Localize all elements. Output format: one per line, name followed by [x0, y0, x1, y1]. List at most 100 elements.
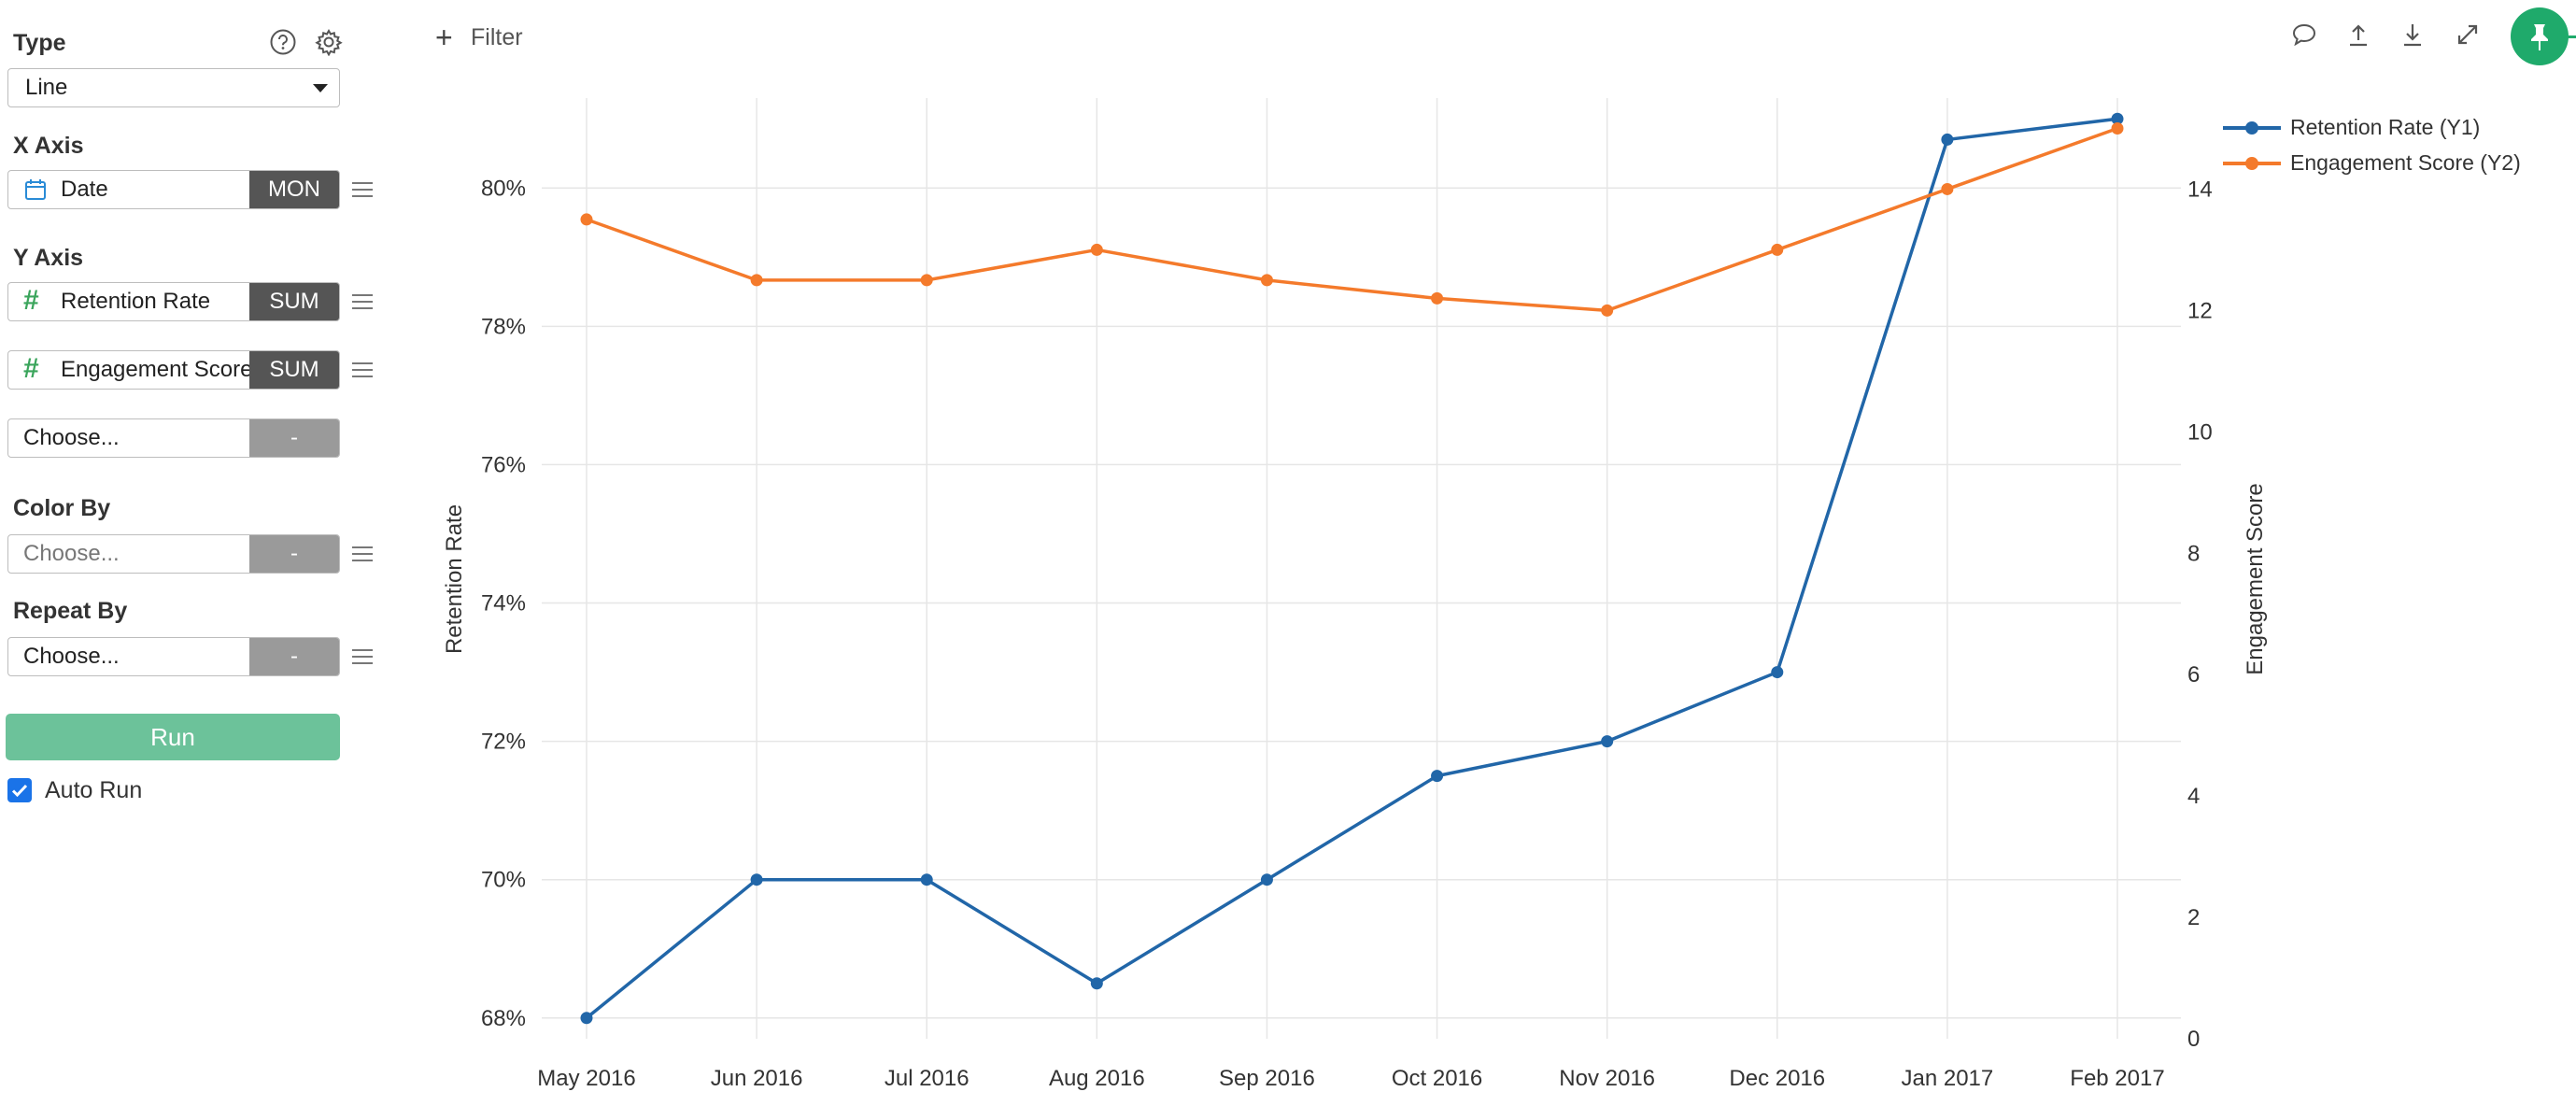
calendar-icon	[23, 177, 48, 202]
plus-icon: +	[435, 21, 453, 54]
auto-run-checkbox[interactable]	[7, 778, 32, 802]
chevron-down-icon	[313, 84, 328, 92]
color-by-agg[interactable]: -	[249, 535, 339, 573]
chart-series	[580, 112, 2124, 1025]
series-line	[586, 126, 2118, 313]
y2-tick-label: 0	[2187, 1027, 2200, 1052]
y-tick-label: 70%	[481, 868, 526, 893]
type-label: Type	[13, 30, 66, 56]
y-axis-choose-placeholder: Choose...	[23, 425, 120, 450]
y2-tick-label: 14	[2187, 177, 2213, 202]
auto-run-label: Auto Run	[45, 777, 143, 803]
y-axis-choose-agg[interactable]: -	[249, 419, 339, 457]
run-button[interactable]: Run	[6, 714, 340, 760]
data-point[interactable]	[1601, 735, 1614, 748]
data-point[interactable]	[580, 1012, 593, 1025]
data-point[interactable]	[2111, 112, 2124, 125]
legend-marker	[2245, 157, 2258, 170]
gear-icon[interactable]	[315, 28, 343, 57]
help-icon[interactable]	[269, 28, 297, 56]
color-by-field[interactable]: Choose... -	[7, 534, 340, 574]
y-tick-label: 78%	[481, 314, 526, 339]
color-by-menu-icon[interactable]	[352, 546, 373, 563]
checkmark-icon	[11, 784, 28, 798]
chart-config-panel: Type Line X Axis Date MON Y Axis # Reten…	[0, 0, 392, 1106]
number-type-icon: #	[23, 285, 39, 316]
repeat-by-field[interactable]: Choose... -	[7, 637, 340, 676]
data-point[interactable]	[1260, 274, 1273, 287]
chart-type-select[interactable]: Line	[7, 68, 340, 107]
data-point[interactable]	[1431, 291, 1444, 305]
x-axis-label: X Axis	[13, 133, 84, 159]
repeat-by-agg[interactable]: -	[249, 638, 339, 675]
y-axis-label: Y Axis	[13, 245, 84, 271]
y2-tick-label: 6	[2187, 662, 2200, 688]
repeat-by-menu-icon[interactable]	[352, 649, 373, 666]
number-type-icon: #	[23, 353, 39, 384]
pin-icon	[2531, 24, 2548, 50]
x-tick-label: Jul 2016	[885, 1066, 970, 1091]
color-by-label: Color By	[13, 495, 111, 521]
y-tick-label: 68%	[481, 1006, 526, 1031]
x-tick-label: Oct 2016	[1392, 1066, 1482, 1091]
y-axis-title: Retention Rate	[442, 504, 467, 654]
data-point[interactable]	[1941, 133, 1954, 146]
y-axis-field-name: Engagement Score	[61, 357, 253, 382]
y-tick-label: 80%	[481, 176, 526, 201]
upload-icon[interactable]	[2344, 21, 2372, 49]
x-tick-label: Aug 2016	[1049, 1066, 1145, 1091]
data-point[interactable]	[1090, 977, 1103, 990]
legend-label: Retention Rate (Y1)	[2290, 115, 2481, 139]
data-point[interactable]	[1941, 182, 1954, 195]
y-axis-agg-button[interactable]: SUM	[249, 351, 339, 389]
data-point[interactable]	[1601, 304, 1614, 317]
comment-icon[interactable]	[2290, 21, 2318, 49]
x-tick-label: Nov 2016	[1559, 1066, 1655, 1091]
x-tick-label: Feb 2017	[2070, 1066, 2164, 1091]
data-point[interactable]	[580, 213, 593, 226]
y-axis-field-retention[interactable]: # Retention Rate SUM	[7, 282, 340, 321]
y-axis-menu-icon[interactable]	[352, 294, 373, 311]
x-axis-field[interactable]: Date MON	[7, 170, 340, 209]
y-axis-agg-button[interactable]: SUM	[249, 283, 339, 320]
y2-tick-label: 8	[2187, 541, 2200, 566]
x-tick-label: Jan 2017	[1902, 1066, 1994, 1091]
repeat-by-placeholder: Choose...	[23, 644, 120, 669]
chart-grid	[542, 98, 2181, 1039]
y-tick-label: 74%	[481, 591, 526, 617]
data-point[interactable]	[2111, 121, 2124, 135]
y2-tick-label: 4	[2187, 784, 2200, 809]
x-axis-menu-icon[interactable]	[352, 182, 373, 199]
y-tick-label: 76%	[481, 452, 526, 477]
pin-button[interactable]	[2511, 7, 2569, 65]
chart-axes: 68% 70% 72% 74% 76% 78% 80% 0 2 4 6 8 10 12 14 May 2016…	[481, 176, 2213, 1091]
filter-label: Filter	[471, 24, 523, 50]
data-point[interactable]	[1260, 873, 1273, 886]
x-axis-agg-button[interactable]: MON	[249, 171, 339, 208]
y2-tick-label: 12	[2187, 298, 2213, 323]
data-point[interactable]	[1090, 243, 1103, 256]
data-point[interactable]	[750, 873, 763, 886]
series-line	[585, 117, 2118, 1020]
y2-tick-label: 10	[2187, 419, 2213, 445]
data-point[interactable]	[920, 873, 933, 886]
legend-marker	[2245, 121, 2258, 135]
download-icon[interactable]	[2399, 21, 2427, 49]
data-point[interactable]	[1431, 770, 1444, 783]
color-by-placeholder: Choose...	[23, 541, 120, 566]
data-point[interactable]	[1771, 243, 1784, 256]
y-axis-menu-icon[interactable]	[352, 362, 373, 379]
expand-icon[interactable]	[2454, 21, 2482, 49]
data-point[interactable]	[750, 274, 763, 287]
y-axis-choose-field[interactable]: Choose... -	[7, 418, 340, 458]
repeat-by-label: Repeat By	[13, 598, 128, 624]
x-tick-label: Sep 2016	[1219, 1066, 1315, 1091]
chart-type-value: Line	[25, 75, 68, 100]
data-point[interactable]	[920, 274, 933, 287]
y-axis-field-engagement[interactable]: # Engagement Score SUM	[7, 350, 340, 390]
data-point[interactable]	[1771, 666, 1784, 679]
y2-axis-title: Engagement Score	[2243, 483, 2268, 674]
y-tick-label: 72%	[481, 730, 526, 755]
y-axis-field-name: Retention Rate	[61, 289, 211, 314]
